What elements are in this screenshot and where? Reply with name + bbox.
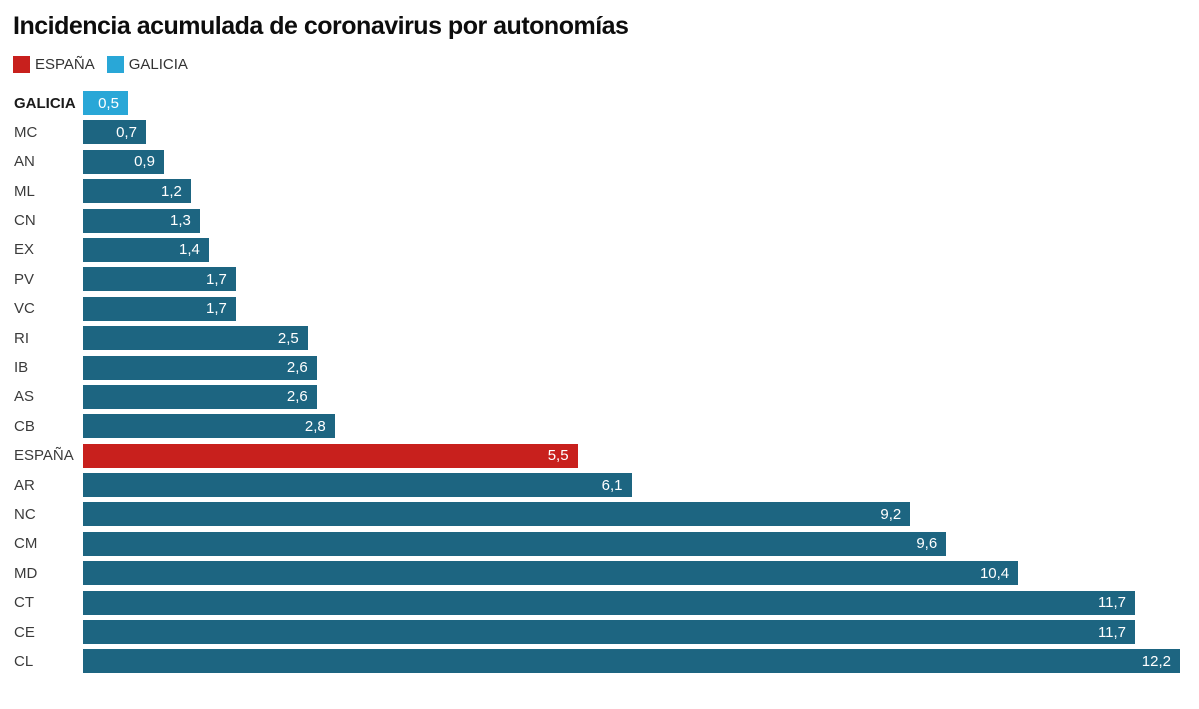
bar-pv: 1,7: [83, 267, 236, 292]
value-label: 2,8: [304, 417, 326, 435]
bar-nc: 9,2: [83, 502, 911, 527]
bar-as: 2,6: [83, 384, 317, 409]
value-label: 0,7: [116, 123, 137, 141]
bar-cl: 12,2: [83, 649, 1180, 674]
bar-cn: 1,3: [83, 208, 200, 233]
chart-row: CE 11,7: [0, 620, 1199, 645]
bar-ml: 1,2: [83, 179, 191, 204]
bar-galicia: 0,5: [83, 91, 128, 115]
value-label: 12,2: [1141, 652, 1171, 670]
chart-row: MD 10,4: [0, 561, 1199, 586]
category-label: CL: [14, 652, 34, 670]
category-label: ML: [14, 182, 35, 200]
value-label: 11,7: [1097, 623, 1127, 641]
chart-row: CB 2,8: [0, 414, 1199, 439]
bar-ct: 11,7: [83, 590, 1136, 615]
chart-row: ESPAÑA 5,5: [0, 443, 1199, 468]
category-label: MC: [14, 123, 38, 141]
bar-chart: GALICIA 0,5 MC 0,7 AN 0,9 ML 1,2 CN 1,3 EX 1,4 PV 1,7…: [0, 91, 1199, 679]
category-label: CN: [14, 212, 36, 230]
bar-mc: 0,7: [83, 120, 146, 145]
category-label: VC: [14, 300, 35, 318]
bar-ar: 6,1: [83, 473, 632, 498]
category-label: NC: [14, 505, 36, 523]
value-label: 1,3: [170, 212, 191, 230]
legend-swatch-espana: [13, 56, 30, 73]
category-label: CE: [14, 623, 35, 641]
chart-row: GALICIA 0,5: [0, 91, 1199, 115]
value-label: 2,5: [277, 329, 299, 347]
bar-espaa: 5,5: [83, 443, 578, 468]
bar-rows: GALICIA 0,5 MC 0,7 AN 0,9 ML 1,2 CN 1,3 EX 1,4 PV 1,7…: [0, 91, 1199, 674]
chart-row: AN 0,9: [0, 149, 1199, 174]
chart-row: AR 6,1: [0, 473, 1199, 498]
value-label: 1,2: [161, 182, 182, 200]
category-label: ESPAÑA: [14, 447, 74, 465]
category-label: AR: [14, 476, 35, 494]
bar-an: 0,9: [83, 149, 164, 174]
chart-row: RI 2,5: [0, 326, 1199, 351]
bar-ex: 1,4: [83, 237, 209, 262]
value-label: 9,6: [916, 535, 938, 553]
legend-swatch-galicia: [106, 56, 124, 73]
value-label: 10,4: [979, 564, 1010, 582]
bar-ri: 2,5: [83, 326, 308, 351]
category-label: IB: [14, 359, 29, 377]
value-label: 6,1: [601, 476, 623, 494]
value-label: 5,5: [547, 447, 569, 465]
bar-ib: 2,6: [83, 355, 317, 380]
legend-item-espana: ESPAÑA: [13, 56, 95, 73]
value-label: 11,7: [1097, 594, 1127, 612]
value-label: 2,6: [286, 388, 308, 406]
bar-md: 10,4: [83, 561, 1019, 586]
legend-label-galicia: GALICIA: [128, 56, 188, 73]
chart-row: MC 0,7: [0, 120, 1199, 145]
category-label: MD: [14, 564, 38, 582]
bar-ce: 11,7: [83, 620, 1136, 645]
chart-row: CM 9,6: [0, 531, 1199, 556]
chart-row: EX 1,4: [0, 237, 1199, 262]
category-label: CT: [14, 594, 34, 612]
category-label: PV: [14, 270, 35, 288]
value-label: 0,5: [98, 94, 119, 112]
category-label: AN: [14, 153, 35, 171]
value-label: 1,4: [179, 241, 200, 259]
chart-row: CL 12,2: [0, 649, 1199, 674]
chart-row: AS 2,6: [0, 384, 1199, 409]
category-label: CM: [14, 535, 38, 553]
bar-cm: 9,6: [83, 531, 947, 556]
bar-vc: 1,7: [83, 296, 236, 321]
chart-row: CN 1,3: [0, 208, 1199, 233]
category-label: EX: [14, 241, 35, 259]
chart-row: CT 11,7: [0, 590, 1199, 615]
category-label: RI: [14, 329, 29, 347]
chart-row: ML 1,2: [0, 179, 1199, 204]
category-label: AS: [14, 388, 35, 406]
chart-row: PV 1,7: [0, 267, 1199, 292]
category-label: GALICIA: [14, 94, 76, 112]
legend-label-espana: ESPAÑA: [35, 56, 95, 73]
legend: ESPAÑA GALICIA: [13, 56, 188, 73]
chart-row: NC 9,2: [0, 502, 1199, 527]
chart-row: IB 2,6: [0, 355, 1199, 380]
bar-cb: 2,8: [83, 414, 335, 439]
category-label: CB: [14, 417, 35, 435]
value-label: 2,6: [286, 359, 308, 377]
chart-title: Incidencia acumulada de coronavirus por …: [13, 12, 629, 40]
value-label: 0,9: [134, 153, 155, 171]
value-label: 1,7: [206, 300, 227, 318]
legend-item-galicia: GALICIA: [106, 56, 188, 73]
chart-row: VC 1,7: [0, 296, 1199, 321]
value-label: 9,2: [880, 505, 902, 523]
value-label: 1,7: [206, 270, 227, 288]
